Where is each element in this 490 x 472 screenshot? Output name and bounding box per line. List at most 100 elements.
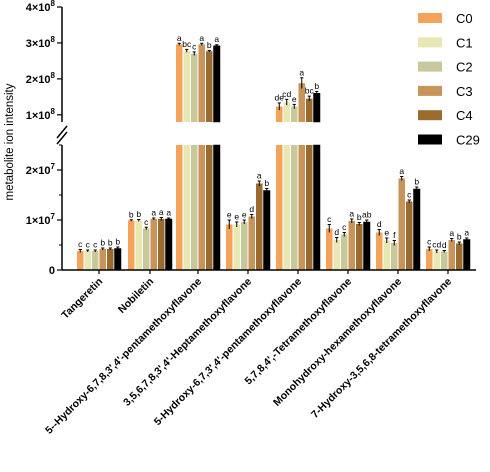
bar-c3-0 — [99, 249, 106, 270]
bar-c1-7 — [433, 251, 440, 270]
significance-letter: e — [384, 228, 389, 238]
legend-label-c0: C0 — [456, 11, 473, 26]
bar-c3-7 — [448, 240, 455, 270]
bar-c0-4-upper — [276, 106, 283, 122]
bar-c1-0 — [84, 251, 91, 270]
bar-c3-2-lower — [198, 145, 205, 270]
significance-letter: a — [257, 171, 262, 181]
bar-c29-1 — [165, 218, 173, 271]
category-label: Nobiletin — [116, 276, 156, 316]
axis-break-mark — [56, 125, 68, 139]
legend-label-c1: C1 — [456, 35, 473, 50]
bar-c29-7 — [463, 239, 471, 271]
bar-c4-4-upper — [306, 98, 313, 122]
significance-letter: b — [457, 232, 462, 242]
bar-c29-2-upper — [213, 45, 221, 123]
legend-swatch-c2 — [418, 61, 442, 72]
bar-c29-4-upper — [313, 93, 321, 123]
bar-c4-2-upper — [206, 51, 213, 122]
bar-c29-4-lower — [313, 144, 321, 271]
significance-letter: a — [449, 228, 454, 238]
bar-c2-3 — [241, 222, 248, 270]
bar-c29-5 — [363, 221, 371, 271]
legend-swatch-c0 — [418, 13, 442, 23]
significance-letter: b — [115, 237, 120, 247]
bar-c3-4-upper — [298, 83, 305, 122]
significance-letter: b — [129, 209, 134, 219]
y-tick-label: 3×108 — [26, 35, 56, 50]
significance-letter: c — [86, 240, 91, 250]
legend-swatch-c1 — [418, 37, 442, 48]
significance-letter: a — [166, 208, 171, 218]
significance-letter: f — [393, 230, 396, 240]
bar-c4-7 — [456, 243, 463, 270]
bar-c4-0 — [107, 249, 114, 270]
bar-c1-1 — [135, 220, 142, 270]
bar-c1-6 — [383, 240, 390, 270]
bar-c3-5 — [348, 221, 355, 270]
legend-swatch-c29 — [418, 134, 442, 145]
y-tick-label: 2×107 — [26, 162, 56, 177]
bar-c0-2-lower — [176, 145, 183, 270]
bar-c2-1 — [143, 228, 150, 270]
y-tick-label: 1×107 — [26, 212, 56, 227]
significance-letter: b — [314, 81, 319, 91]
y-tick-label: 2×108 — [26, 71, 56, 86]
significance-letter: a — [399, 166, 404, 176]
significance-letter: bc — [305, 86, 315, 96]
significance-letter: de — [275, 92, 285, 102]
significance-letter: e — [292, 94, 297, 104]
significance-letter: cd — [282, 89, 291, 99]
significance-letter: d — [249, 204, 254, 214]
bar-c29-0 — [114, 248, 122, 271]
y-axis-title: metabolite ion intensity — [4, 83, 16, 200]
significance-letter: a — [199, 33, 204, 43]
bar-c1-3 — [233, 224, 240, 270]
bar-c1-4-upper — [283, 102, 290, 122]
significance-letter: c — [192, 41, 197, 51]
significance-letter: a — [464, 228, 469, 238]
bar-c0-7 — [426, 249, 433, 270]
bar-c4-4-lower — [306, 145, 313, 270]
y-tick-label: 4×108 — [26, 0, 56, 14]
significance-letter: d — [334, 227, 339, 237]
significance-letter: a — [214, 34, 219, 44]
bar-c0-4-lower — [276, 145, 283, 270]
bar-c2-7 — [441, 251, 448, 270]
significance-letter: cd — [432, 240, 441, 250]
bar-c4-1 — [158, 219, 165, 270]
significance-letter: c — [78, 239, 83, 249]
significance-letter: c — [407, 190, 412, 200]
legend-label-c3: C3 — [456, 84, 473, 99]
bar-c3-4-lower — [298, 145, 305, 270]
significance-letter: c — [327, 214, 332, 224]
significance-letter: b — [357, 212, 362, 222]
bar-c2-4-lower — [291, 145, 298, 270]
bar-c2-2-lower — [191, 145, 198, 270]
bar-c1-5 — [333, 240, 340, 270]
bar-c4-5 — [356, 224, 363, 270]
significance-letter: d — [442, 240, 447, 250]
significance-letter: a — [151, 208, 156, 218]
significance-letter: b — [207, 40, 212, 50]
bar-c4-6 — [406, 201, 413, 270]
significance-letter: d — [377, 219, 382, 229]
bar-c4-3 — [256, 183, 263, 270]
significance-letter: b — [136, 209, 141, 219]
category-label: Tangeretin — [59, 276, 105, 322]
significance-letter: b — [108, 238, 113, 248]
significance-letter: c — [427, 237, 432, 247]
significance-letter: e — [242, 210, 247, 220]
bar-c0-3 — [226, 224, 233, 270]
bar-c3-1 — [150, 219, 157, 270]
axis-break-mark — [56, 131, 68, 145]
bar-c0-6 — [376, 232, 383, 270]
significance-letter: c — [144, 217, 149, 227]
significance-letter: b — [264, 178, 269, 188]
bar-c2-6 — [391, 243, 398, 270]
bar-c0-5 — [326, 228, 333, 270]
bar-c3-2-upper — [198, 44, 205, 122]
bar-c3-6 — [398, 178, 405, 270]
bar-c1-4-lower — [283, 145, 290, 270]
